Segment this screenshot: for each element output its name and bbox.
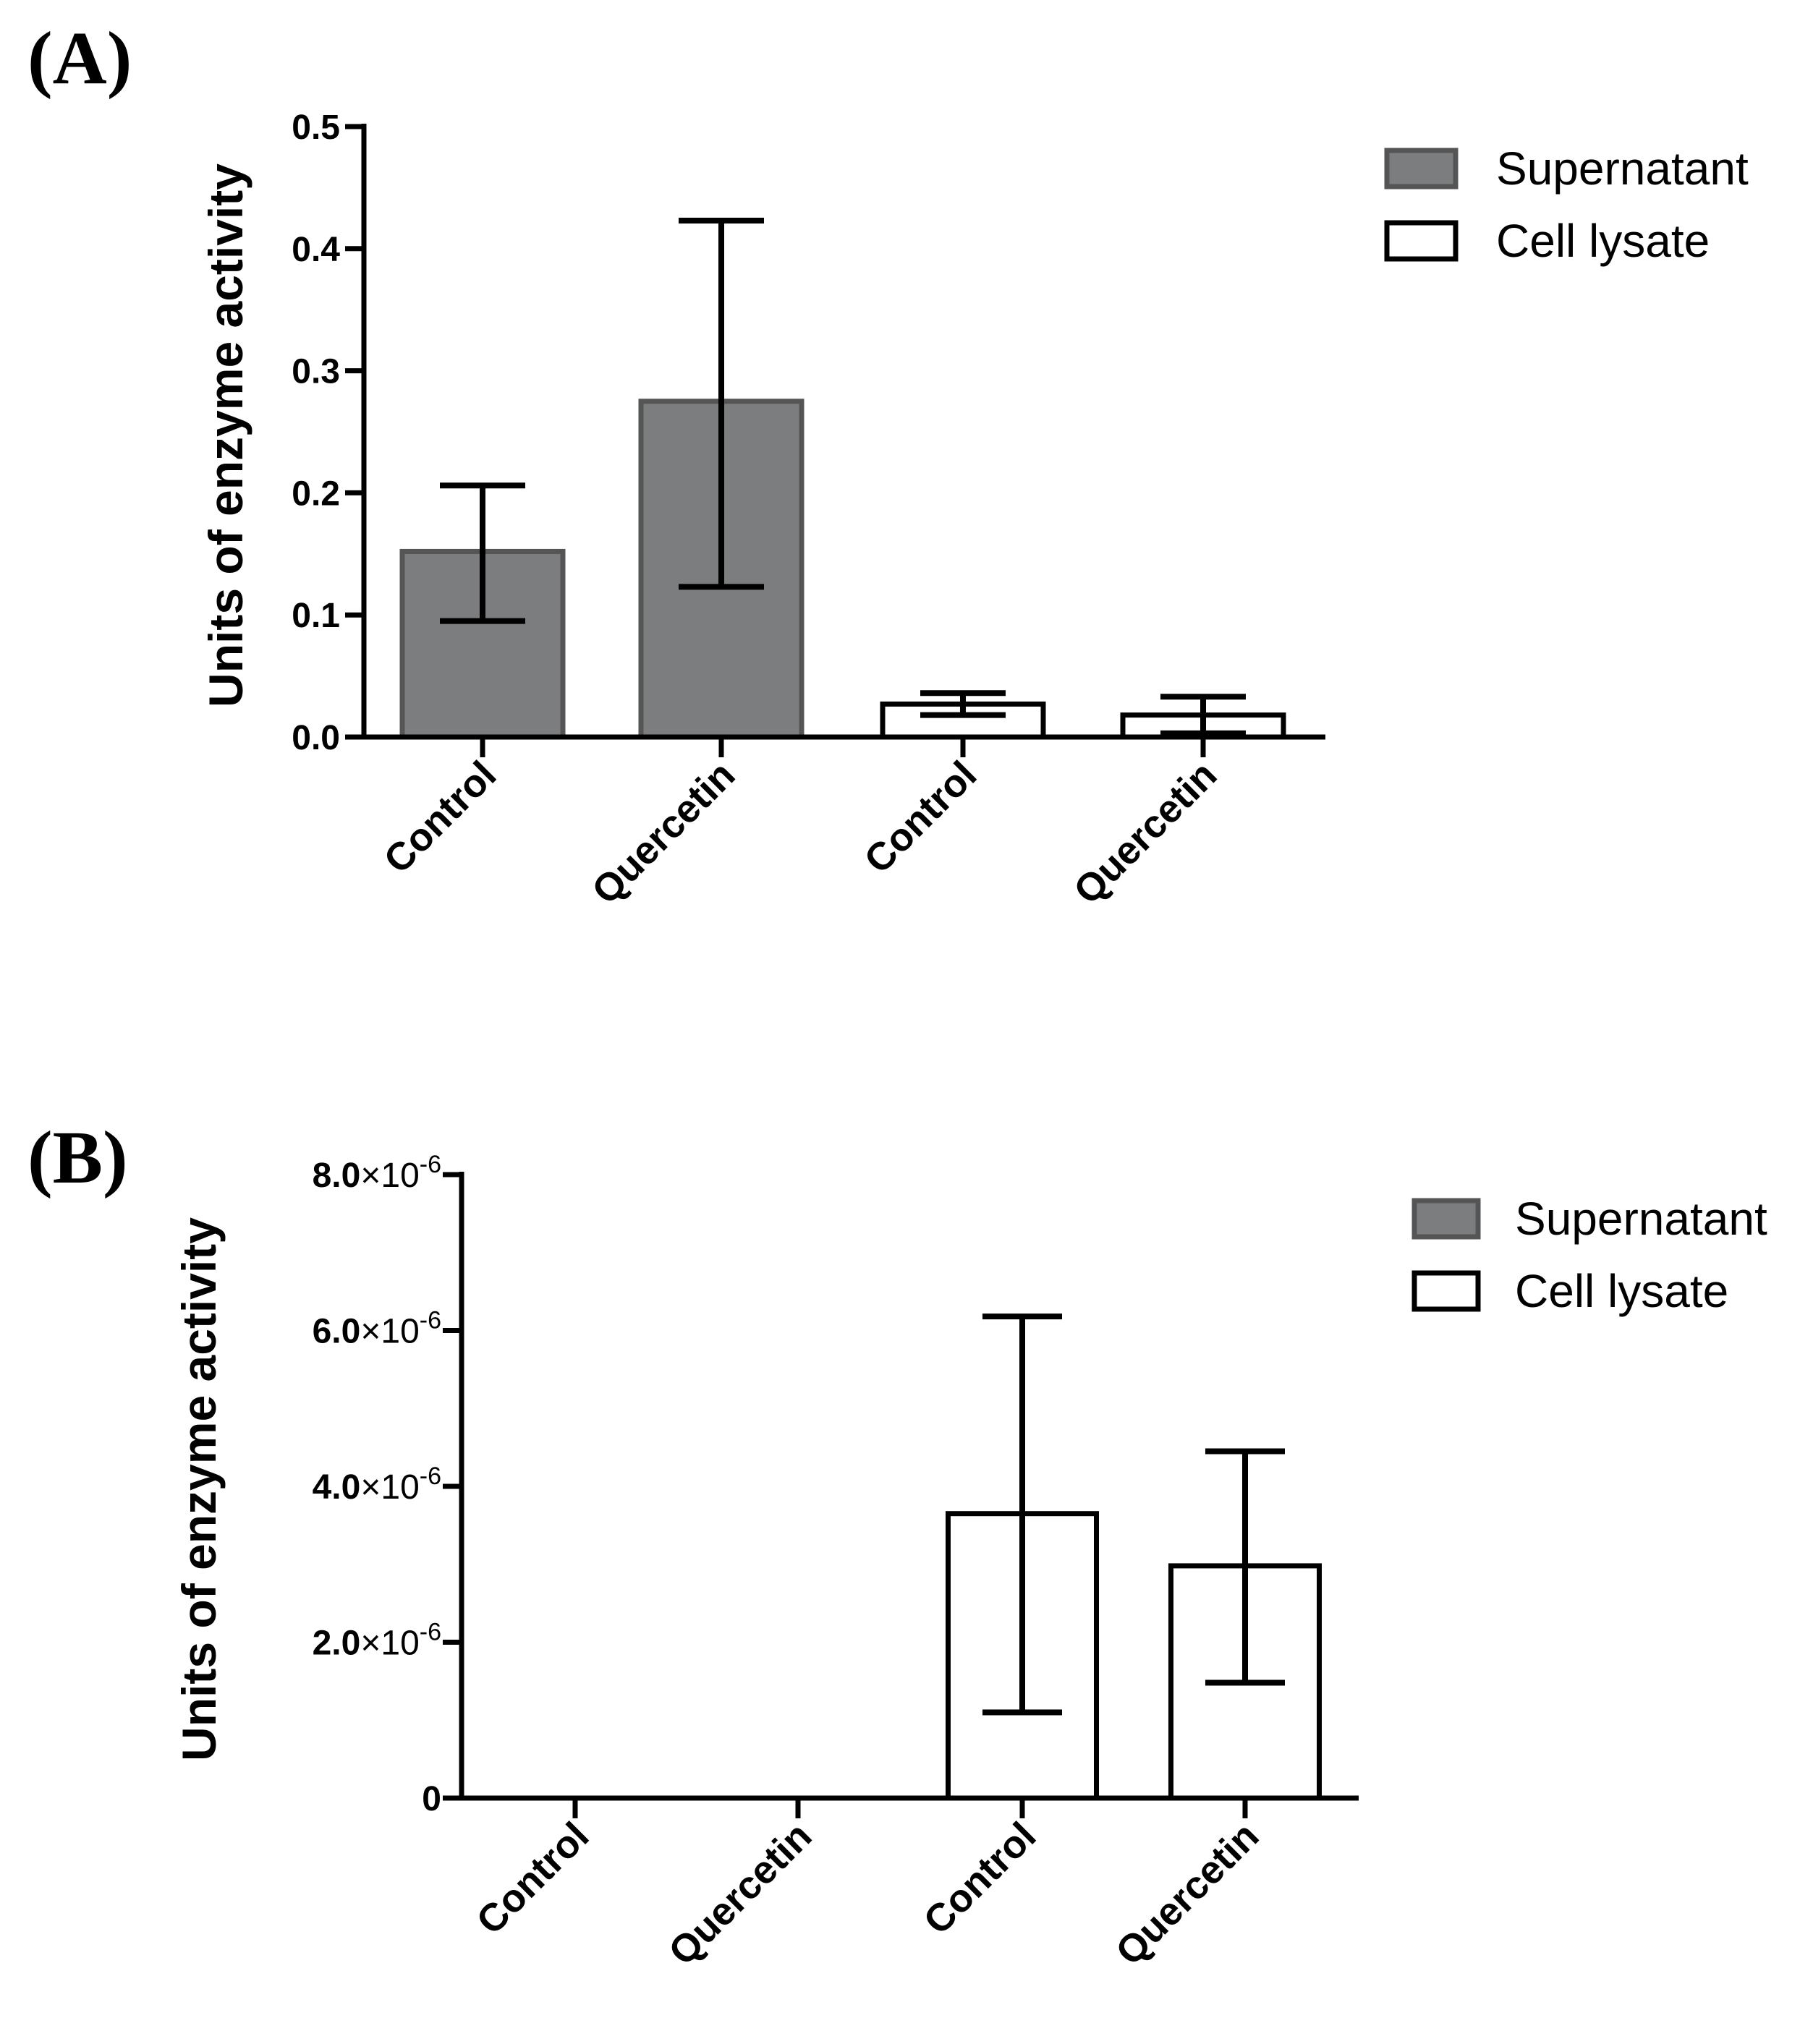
panel-b-y-axis-label: Units of enzyme activity: [172, 1217, 226, 1761]
panel-a-xtick-label-2: Quercetin: [584, 753, 744, 913]
panel-b-legend-swatch-2: [1411, 1270, 1481, 1312]
panel-a-letter: (A): [27, 17, 132, 100]
panel-a-ytick-label-3: 0.3: [292, 353, 340, 391]
panel-b-ytick-label-4: 8.0×10-6: [313, 1151, 441, 1195]
panel-a-legend-label-2: Cell lysate: [1496, 215, 1710, 267]
panel-a-legend-label-1: Supernatant: [1496, 142, 1749, 195]
panel-a-xtick-label-3: Control: [856, 753, 985, 882]
panel-b-ytick-label-3: 6.0×10-6: [313, 1307, 441, 1351]
panel-b-legend-swatch-1: [1411, 1198, 1481, 1240]
panel-b-xtick-label-2: Quercetin: [661, 1814, 820, 1974]
panel-b-letter: (B): [27, 1116, 128, 1199]
panel-a-legend-swatch-1: [1384, 148, 1459, 190]
panel-a-xtick-label-1: Control: [375, 753, 504, 882]
panel-a-ytick-label-5: 0.5: [292, 108, 340, 147]
panel-b-legend-label-1: Supernatant: [1515, 1193, 1767, 1245]
panel-b-legend-label-2: Cell lysate: [1515, 1265, 1728, 1317]
panel-a-ytick-label-4: 0.4: [292, 231, 340, 269]
panel-a-xtick-label-4: Quercetin: [1066, 753, 1226, 913]
panel-b: (B) Units of enzyme activity 0 2.0×10-6 4.…: [27, 1116, 1767, 1974]
panel-b-ytick-label-2: 4.0×10-6: [313, 1462, 441, 1507]
panel-b-ytick-label-0: 0: [422, 1780, 441, 1818]
panel-a-legend-swatch-2: [1384, 220, 1459, 262]
panel-b-ytick-label-1: 2.0×10-6: [313, 1619, 441, 1663]
panel-a-ytick-label-0: 0.0: [292, 719, 340, 757]
panel-a: (A) Units of enzyme activity 0.0 0.1 0.2 0.…: [27, 17, 1749, 913]
panel-b-xtick-label-4: Quercetin: [1108, 1814, 1268, 1974]
panel-b-xtick-label-3: Control: [915, 1814, 1044, 1943]
panel-b-xtick-label-1: Control: [468, 1814, 597, 1943]
panel-a-ytick-label-2: 0.2: [292, 474, 340, 513]
panel-a-ytick-label-1: 0.1: [292, 597, 340, 635]
panel-a-y-axis-label: Units of enzyme activity: [199, 163, 252, 707]
